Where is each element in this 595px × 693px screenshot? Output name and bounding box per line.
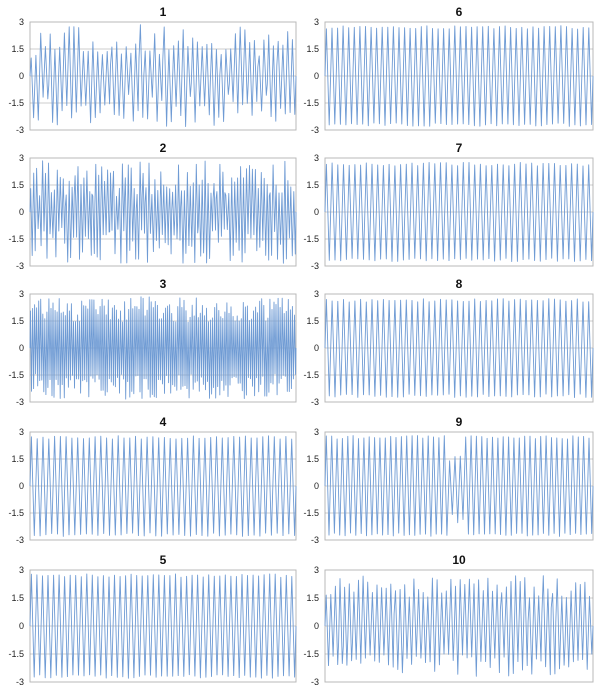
y-tick-label: 3 (314, 427, 319, 437)
panel-title: 3 (160, 277, 167, 291)
y-tick-label: 1.5 (306, 593, 319, 603)
y-tick-label: 1.5 (11, 593, 24, 603)
waveform-line (324, 298, 594, 398)
y-tick-label: 1.5 (306, 454, 319, 464)
y-tick-label: 3 (19, 427, 24, 437)
y-tick-label: -3 (16, 397, 24, 407)
y-tick-label: -1.5 (303, 370, 319, 380)
waveform-line (29, 435, 297, 537)
panel-title: 8 (456, 277, 463, 291)
y-tick-label: 0 (314, 343, 319, 353)
y-tick-label: 0 (19, 481, 24, 491)
chart-panel-4: 4 3 1.5 0 -1.5 -3 (8, 415, 297, 545)
y-tick-label: 3 (19, 565, 24, 575)
y-tick-label: 0 (314, 71, 319, 81)
y-tick-label: 1.5 (306, 316, 319, 326)
y-tick-label: 3 (314, 565, 319, 575)
y-tick-label: 1.5 (11, 44, 24, 54)
y-tick-label: -3 (311, 125, 319, 135)
panel-title: 5 (160, 553, 167, 567)
y-tick-label: -1.5 (8, 234, 24, 244)
y-tick-label: -3 (16, 535, 24, 545)
chart-panel-1: 1 3 1.5 0 -1.5 -3 (8, 5, 297, 135)
panel-title: 7 (456, 141, 463, 155)
panel-title: 10 (452, 553, 466, 567)
y-tick-label: 3 (19, 153, 24, 163)
y-tick-label: -1.5 (8, 370, 24, 380)
waveform-line (324, 25, 594, 127)
y-tick-label: 1.5 (11, 180, 24, 190)
y-tick-label: 3 (19, 17, 24, 27)
waveform-line (324, 575, 594, 677)
y-tick-label: 3 (314, 17, 319, 27)
y-tick-label: -1.5 (8, 508, 24, 518)
chart-panel-6: 6 3 1.5 0 -1.5 -3 (303, 5, 594, 135)
y-tick-label: 3 (314, 153, 319, 163)
panel-title: 2 (160, 141, 167, 155)
y-tick-label: 3 (19, 289, 24, 299)
chart-panel-2: 2 3 1.5 0 -1.5 -3 (8, 141, 297, 271)
panel-title: 6 (456, 5, 463, 19)
y-tick-label: -3 (311, 397, 319, 407)
y-tick-label: -3 (16, 261, 24, 271)
y-tick-label: 1.5 (11, 454, 24, 464)
y-tick-label: -3 (16, 125, 24, 135)
y-tick-label: -1.5 (8, 98, 24, 108)
y-tick-label: 0 (314, 207, 319, 217)
waveform-line (324, 162, 594, 262)
chart-panel-8: 8 3 1.5 0 -1.5 -3 (303, 277, 594, 407)
y-tick-label: 3 (314, 289, 319, 299)
panel-title: 1 (160, 5, 167, 19)
y-tick-label: 0 (19, 621, 24, 631)
y-tick-label: -3 (311, 261, 319, 271)
chart-panel-9: 9 3 1.5 0 -1.5 -3 (303, 415, 594, 545)
y-tick-label: -3 (16, 677, 24, 687)
chart-panel-3: 3 3 1.5 0 -1.5 -3 (8, 277, 297, 407)
y-tick-label: 1.5 (306, 180, 319, 190)
waveform-line (29, 24, 297, 127)
waveform-line (29, 573, 297, 679)
y-tick-label: -1.5 (8, 649, 24, 659)
waveform-line (29, 296, 297, 400)
chart-panel-10: 10 3 1.5 0 -1.5 -3 (303, 553, 594, 687)
waveform-line (324, 435, 594, 537)
y-tick-label: -1.5 (303, 98, 319, 108)
y-tick-label: 1.5 (11, 316, 24, 326)
y-tick-label: 1.5 (306, 44, 319, 54)
y-tick-label: 0 (314, 481, 319, 491)
y-tick-label: -1.5 (303, 234, 319, 244)
y-tick-label: -1.5 (303, 508, 319, 518)
panel-title: 9 (456, 415, 463, 429)
panel-title: 4 (160, 415, 167, 429)
y-tick-label: -3 (311, 535, 319, 545)
y-tick-label: -1.5 (303, 649, 319, 659)
y-tick-label: 0 (314, 621, 319, 631)
y-tick-label: 0 (19, 207, 24, 217)
y-tick-label: -3 (311, 677, 319, 687)
y-tick-label: 0 (19, 343, 24, 353)
y-tick-label: 0 (19, 71, 24, 81)
chart-panel-5: 5 3 1.5 0 -1.5 -3 (8, 553, 297, 687)
waveform-line (29, 160, 297, 264)
chart-panel-7: 7 3 1.5 0 -1.5 -3 (303, 141, 594, 271)
